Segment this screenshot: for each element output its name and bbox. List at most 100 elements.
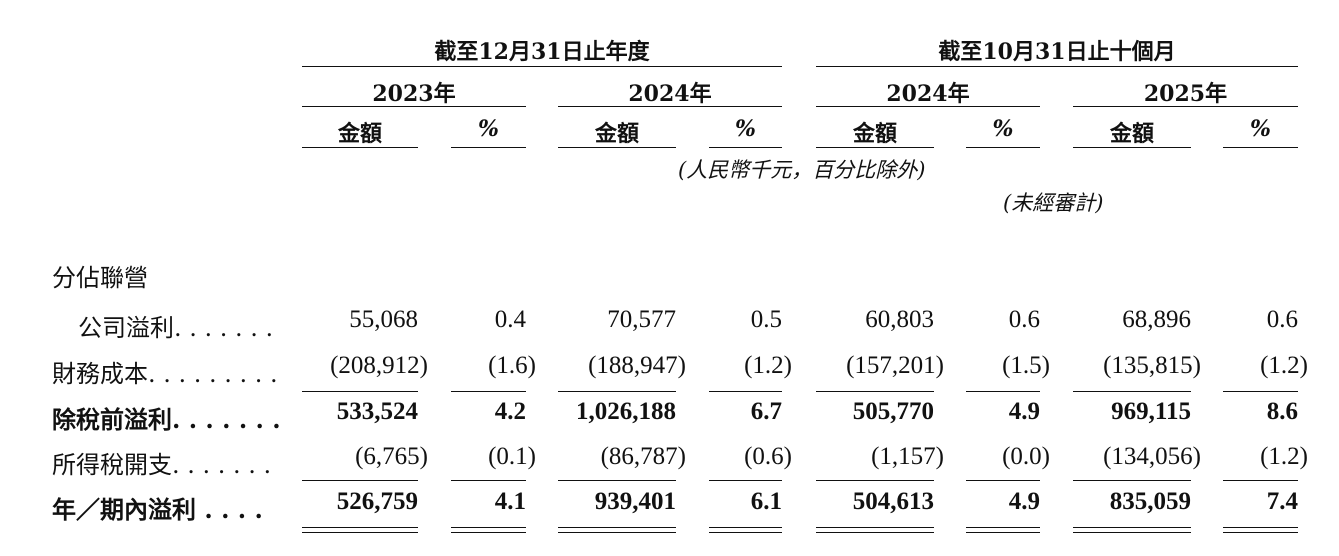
subheader-rule (816, 147, 934, 148)
pct-cell: (1.2) (744, 352, 792, 379)
total-double-rule (709, 527, 782, 533)
amount-cell: 70,577 (607, 306, 676, 333)
row-label: 年／期內溢利 . . . . (52, 495, 263, 524)
pct-cell: (1.6) (488, 352, 536, 379)
year-rule (1073, 106, 1298, 107)
pct-cell: 6.7 (750, 398, 782, 425)
subtotal-rule (302, 480, 418, 481)
subtotal-rule (1073, 391, 1191, 392)
period-group-2: 截至10月31日止十個月 (938, 39, 1176, 65)
amount-cell: 68,896 (1122, 306, 1191, 333)
pct-cell: 7.4 (1266, 488, 1298, 515)
pct-cell: (1.5) (1002, 352, 1050, 379)
pct-cell: 4.9 (1008, 398, 1040, 425)
amount-cell: 533,524 (336, 398, 418, 425)
year-header: 2024年 (886, 81, 970, 107)
amount-cell: (157,201) (846, 352, 944, 379)
amount-cell: 835,059 (1109, 488, 1191, 515)
amount-cell: 505,770 (852, 398, 934, 425)
amount-header: 金額 (594, 121, 639, 147)
pct-cell: (0.0) (1002, 443, 1050, 470)
pct-header: % (992, 116, 1014, 142)
amount-cell: 1,026,188 (576, 398, 676, 425)
period-group-2-rule (816, 66, 1298, 67)
subheader-rule (451, 147, 526, 148)
row-label: 除稅前溢利. . . . . . . (52, 405, 281, 434)
pct-cell: 0.6 (1266, 306, 1298, 333)
row-label: 財務成本. . . . . . . . . (52, 360, 278, 388)
pct-cell: 0.4 (494, 306, 526, 333)
amount-header: 金額 (852, 121, 897, 147)
amount-cell: (188,947) (588, 352, 686, 379)
pct-cell: (1.2) (1260, 443, 1308, 470)
pct-header: % (478, 116, 499, 142)
subheader-rule (709, 147, 782, 148)
pct-cell: 4.2 (494, 398, 526, 425)
amount-cell: 55,068 (349, 306, 418, 333)
amount-cell: 939,401 (594, 488, 676, 515)
pct-cell: (1.2) (1260, 352, 1308, 379)
subtotal-rule (966, 480, 1040, 481)
subtotal-rule (451, 480, 526, 481)
amount-cell: (208,912) (330, 352, 428, 379)
total-double-rule (451, 527, 526, 533)
subtotal-rule (558, 391, 676, 392)
year-rule (816, 106, 1040, 107)
pct-header: % (735, 116, 756, 142)
subtotal-rule (451, 391, 526, 392)
amount-cell: 504,613 (852, 488, 934, 515)
subtotal-rule (302, 391, 418, 392)
total-double-rule (966, 527, 1040, 533)
unit-note: (人民幣千元，百分比除外) (678, 158, 926, 182)
total-double-rule (1223, 527, 1298, 533)
total-double-rule (816, 527, 934, 533)
amount-cell: (6,765) (355, 443, 428, 470)
year-rule (558, 106, 782, 107)
pct-cell: (0.1) (488, 443, 536, 470)
subheader-rule (1223, 147, 1298, 148)
amount-cell: 526,759 (336, 488, 418, 515)
year-header: 2025年 (1143, 81, 1228, 107)
subtotal-rule (1223, 391, 1298, 392)
unaudited-note: (未經審計) (1003, 191, 1104, 215)
subtotal-rule (709, 391, 782, 392)
pct-cell: 8.6 (1266, 398, 1298, 425)
subtotal-rule (558, 480, 676, 481)
subheader-rule (966, 147, 1040, 148)
pct-cell: (0.6) (744, 443, 792, 470)
row-label: 所得稅開支. . . . . . . (52, 451, 272, 479)
pct-cell: 6.1 (750, 488, 782, 515)
period-group-1-rule (302, 66, 782, 67)
total-double-rule (1073, 527, 1191, 533)
year-header: 2024年 (628, 81, 712, 107)
pct-cell: 0.5 (750, 306, 782, 333)
amount-cell: (134,056) (1103, 443, 1201, 470)
pct-header: % (1250, 116, 1271, 142)
amount-cell: 969,115 (1111, 398, 1191, 425)
subheader-rule (302, 147, 418, 148)
subheader-rule (1073, 147, 1191, 148)
amount-cell: (1,157) (871, 443, 944, 470)
total-double-rule (302, 527, 418, 533)
subtotal-rule (816, 391, 934, 392)
pct-cell: 4.1 (494, 488, 526, 515)
subheader-rule (558, 147, 676, 148)
total-double-rule (558, 527, 676, 533)
year-header: 2023年 (372, 81, 456, 107)
section-label: 分佔聯營 (52, 264, 148, 292)
period-group-1: 截至12月31日止年度 (434, 39, 650, 65)
row-label: 公司溢利. . . . . . . (78, 314, 274, 342)
amount-header: 金額 (1109, 121, 1154, 147)
subtotal-rule (709, 480, 782, 481)
amount-cell: (135,815) (1103, 352, 1201, 379)
pct-cell: 4.9 (1008, 488, 1040, 515)
subtotal-rule (1223, 480, 1298, 481)
amount-header: 金額 (337, 121, 382, 147)
subtotal-rule (1073, 480, 1191, 481)
subtotal-rule (816, 480, 934, 481)
year-rule (302, 106, 526, 107)
pct-cell: 0.6 (1008, 306, 1040, 333)
amount-cell: (86,787) (600, 443, 686, 470)
amount-cell: 60,803 (865, 306, 934, 333)
subtotal-rule (966, 391, 1040, 392)
